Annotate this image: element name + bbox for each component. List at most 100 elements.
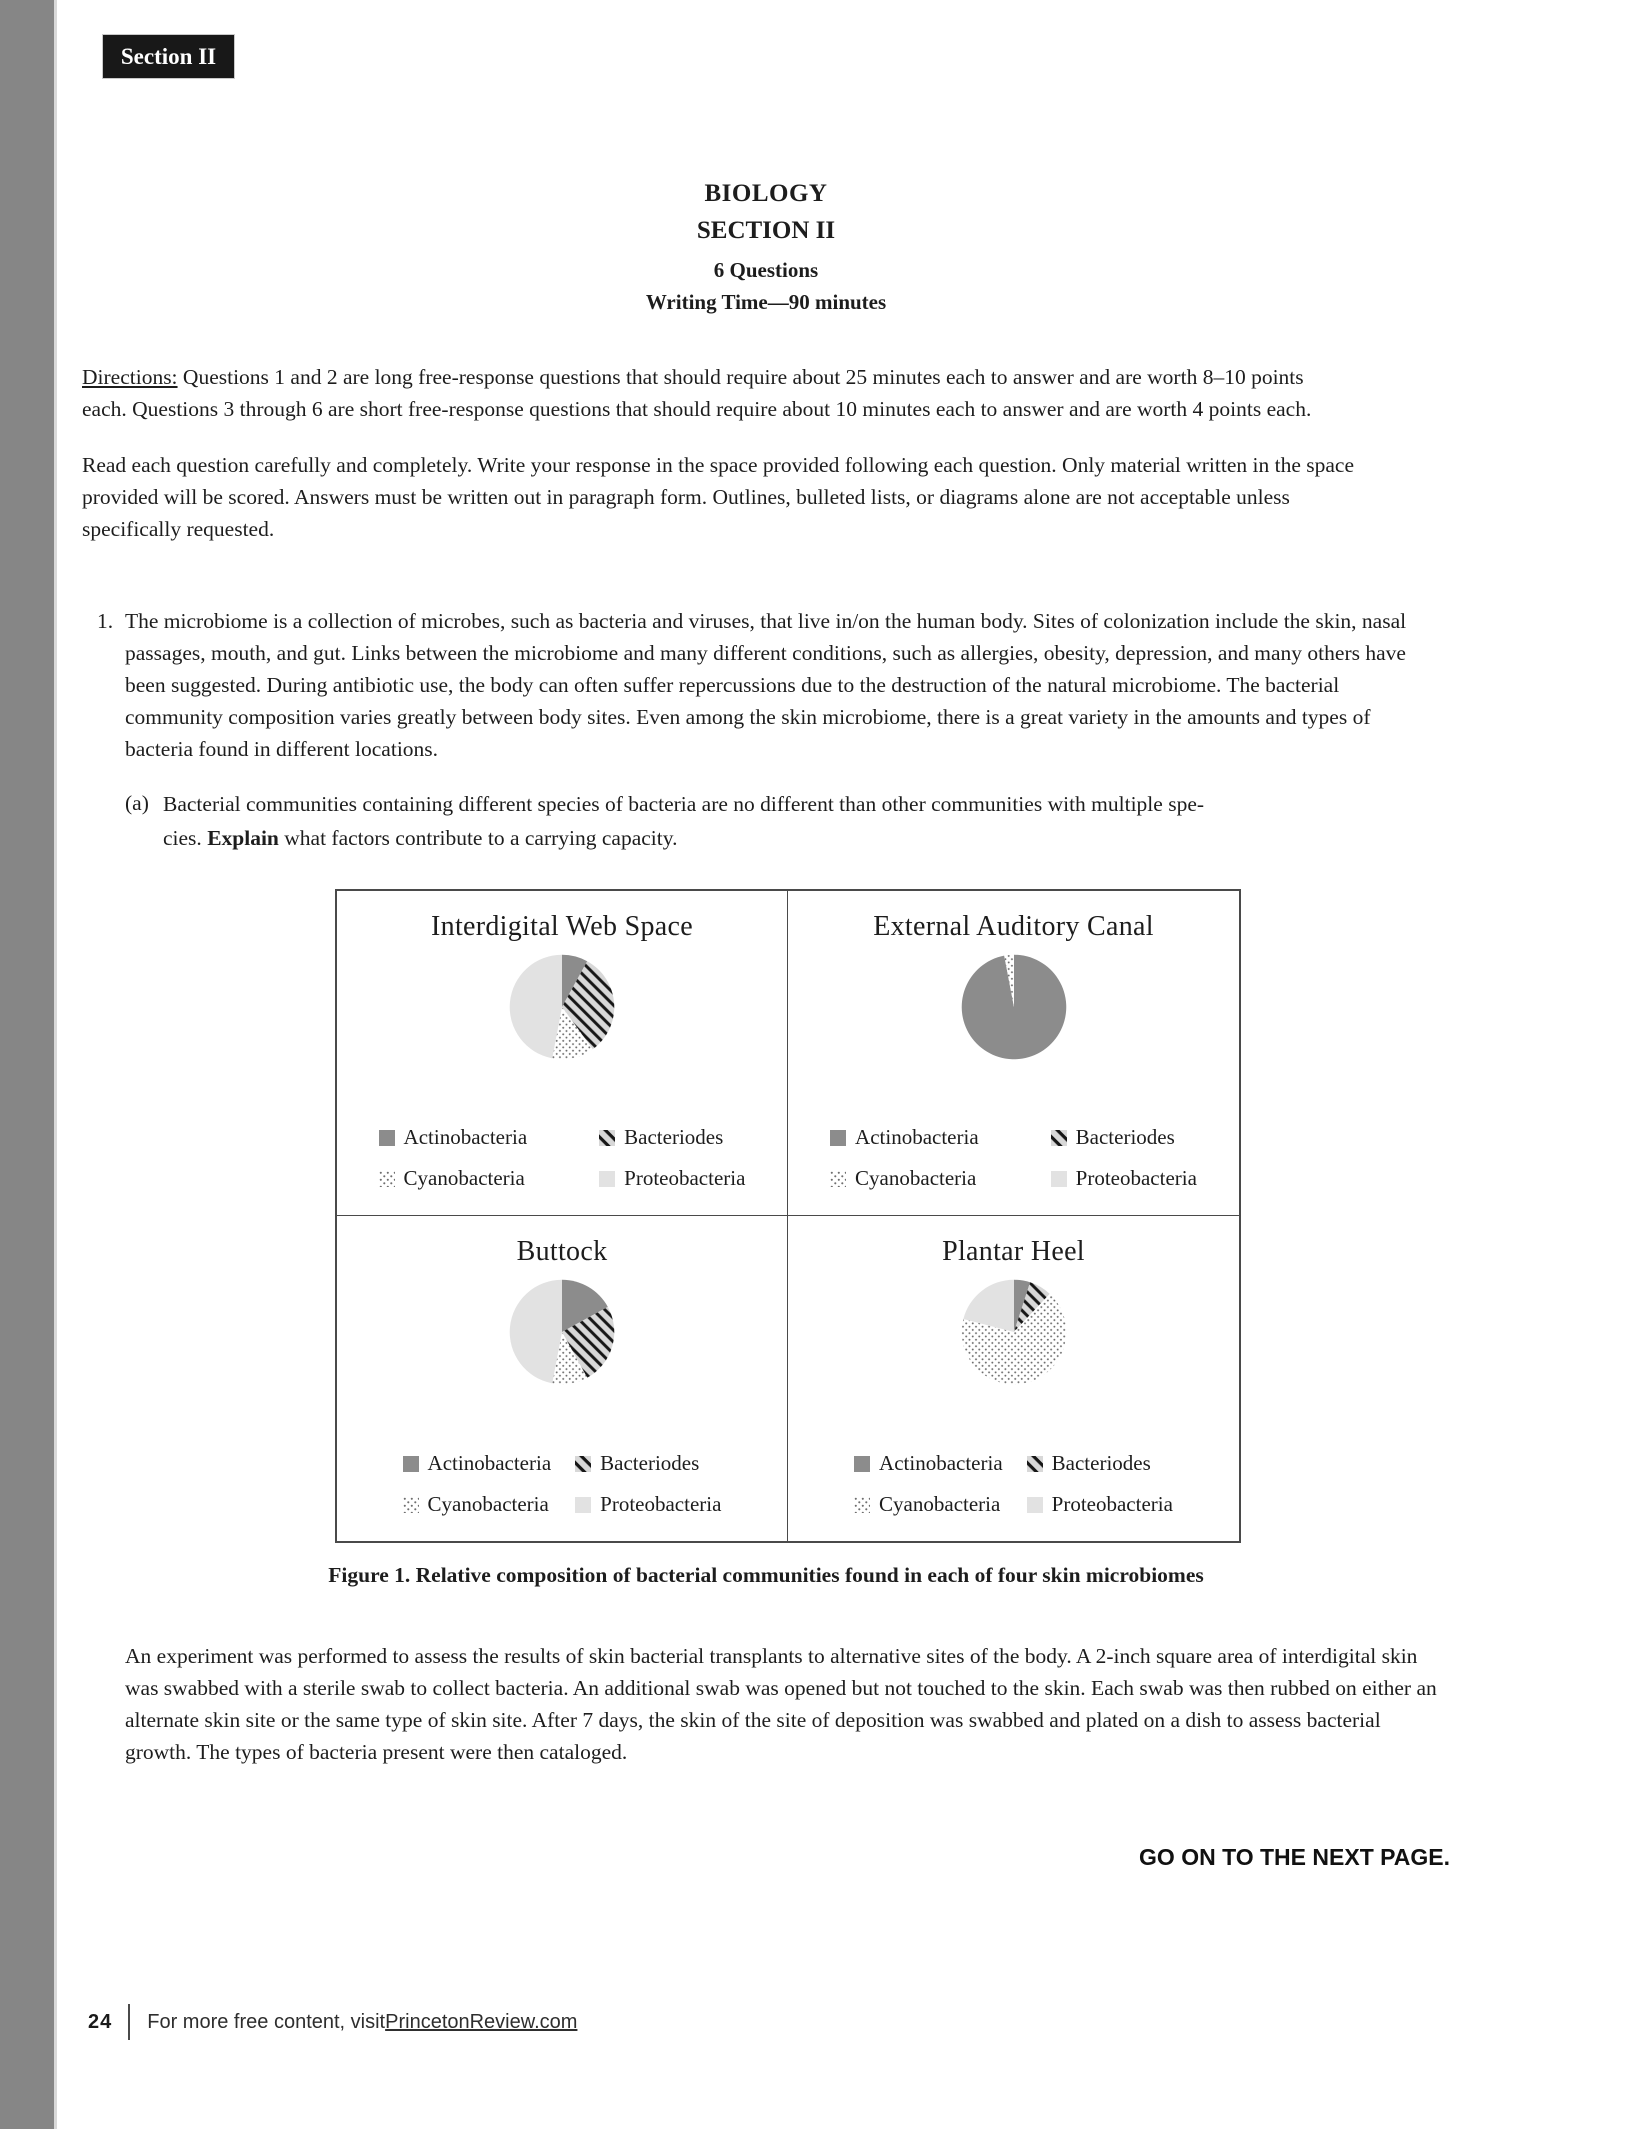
- exam-header: BIOLOGY SECTION II 6 Questions Writing T…: [82, 180, 1450, 315]
- legend-item-cyanobacteria: Cyanobacteria: [378, 1166, 528, 1191]
- legend-item-bacteriodes: Bacteriodes: [575, 1451, 721, 1476]
- go-on-next-page-text: GO ON TO THE NEXT PAGE.: [1139, 1844, 1450, 1870]
- pie-legend: Actinobacteria Bacteriodes Cyanobacteria Pr…: [830, 1125, 1197, 1191]
- figure-1-pie-grid: Interdigital Web Space Actinobacteria Bac…: [335, 889, 1241, 1543]
- pie-legend: Actinobacteria Bacteriodes Cyanobacteria Pr…: [402, 1451, 721, 1517]
- legend-item-proteobacteria: Proteobacteria: [1026, 1492, 1173, 1517]
- part-a-explain-bold: Explain: [207, 826, 279, 850]
- question-number: 1.: [97, 609, 114, 633]
- part-a-text: Bacterial communities containing differe…: [163, 787, 1403, 855]
- legend-item-cyanobacteria: Cyanobacteria: [830, 1166, 979, 1191]
- pie-chart: [961, 954, 1066, 1060]
- legend-item-actinobacteria: Actinobacteria: [402, 1451, 552, 1476]
- legend-label: Actinobacteria: [855, 1125, 979, 1149]
- footer-divider: [128, 2004, 131, 2040]
- legend-label: Cyanobacteria: [427, 1492, 549, 1516]
- pie-slice-cyanobacteria: [552, 1007, 593, 1060]
- pie-slice-actinobacteria: [1013, 1279, 1030, 1332]
- directions-label: Directions:: [82, 365, 178, 389]
- pie-slice-cyanobacteria: [1003, 954, 1014, 1007]
- actinobacteria-swatch-icon: [854, 1455, 871, 1472]
- legend-label: Proteobacteria: [624, 1166, 746, 1190]
- legend-label: Proteobacteria: [1051, 1492, 1173, 1516]
- legend-label: Actinobacteria: [427, 1451, 552, 1475]
- pie-legend: Actinobacteria Bacteriodes Cyanobacteria Pr…: [378, 1125, 745, 1191]
- legend-label: Actinobacteria: [879, 1451, 1003, 1475]
- experiment-paragraph: An experiment was performed to assess th…: [125, 1644, 1437, 1764]
- pie-chart: [509, 1279, 615, 1385]
- legend-item-cyanobacteria: Cyanobacteria: [854, 1492, 1003, 1517]
- directions-paragraph: Directions: Questions 1 and 2 are long f…: [82, 361, 1350, 425]
- pie-slice-proteobacteria: [962, 1279, 1014, 1332]
- pie-slice-actinobacteria: [562, 1279, 608, 1332]
- cyanobacteria-swatch-icon: [830, 1170, 847, 1187]
- part-a-line1: Bacterial communities containing differe…: [163, 792, 1205, 816]
- bacteriodes-swatch-icon: [599, 1129, 616, 1146]
- proteobacteria-swatch-icon: [575, 1496, 592, 1513]
- pie-chart: [961, 1279, 1066, 1385]
- legend-label: Actinobacteria: [403, 1125, 528, 1149]
- pie-slice-bacteriodes: [562, 961, 615, 1050]
- question-text: The microbiome is a collection of microb…: [125, 609, 1407, 761]
- section-tab-label: Section II: [120, 43, 217, 69]
- legend-item-proteobacteria: Proteobacteria: [599, 1166, 745, 1191]
- question-1: 1. The microbiome is a collection of mic…: [82, 605, 1450, 765]
- legend-label: Proteobacteria: [600, 1492, 722, 1516]
- pie-slice-actinobacteria: [961, 954, 1066, 1060]
- actinobacteria-swatch-icon: [830, 1129, 847, 1146]
- legend-label: Bacteriodes: [1051, 1451, 1151, 1475]
- bacteriodes-swatch-icon: [575, 1455, 592, 1472]
- pie-title: Interdigital Web Space: [431, 911, 693, 942]
- pie-slice-cyanobacteria: [961, 1293, 1066, 1385]
- page-footer: 24 For more free content, visit Princeto…: [88, 2004, 577, 2040]
- pie-chart: [509, 954, 615, 1060]
- legend-item-bacteriodes: Bacteriodes: [1050, 1125, 1197, 1150]
- left-gray-margin-bar: [0, 0, 57, 2129]
- cyanobacteria-swatch-icon: [402, 1496, 419, 1513]
- legend-item-actinobacteria: Actinobacteria: [378, 1125, 528, 1150]
- page-content: BIOLOGY SECTION II 6 Questions Writing T…: [82, 180, 1450, 1871]
- legend-item-proteobacteria: Proteobacteria: [1050, 1166, 1197, 1191]
- question-1-part-a: (a) Bacterial communities containing dif…: [82, 787, 1450, 855]
- directions-text: Questions 1 and 2 are long free-response…: [82, 365, 1312, 421]
- legend-item-cyanobacteria: Cyanobacteria: [402, 1492, 552, 1517]
- pie-title: Buttock: [516, 1236, 608, 1267]
- part-a-line2-pre: cies.: [163, 826, 208, 850]
- legend-label: Bacteriodes: [624, 1125, 724, 1149]
- bacteriodes-swatch-icon: [1050, 1129, 1067, 1146]
- legend-label: Bacteriodes: [1075, 1125, 1175, 1149]
- proteobacteria-swatch-icon: [1050, 1170, 1067, 1187]
- bacteriodes-swatch-icon: [1026, 1455, 1043, 1472]
- exam-writing-time: Writing Time—90 minutes: [645, 290, 887, 314]
- actinobacteria-swatch-icon: [402, 1455, 419, 1472]
- pie-title: External Auditory Canal: [873, 911, 1154, 942]
- actinobacteria-swatch-icon: [378, 1129, 395, 1146]
- cyanobacteria-swatch-icon: [378, 1170, 395, 1187]
- pie-slice-bacteriodes: [1013, 1282, 1050, 1332]
- pie-panel-external-auditory-canal: External Auditory Canal Actinobacteria Ba…: [788, 891, 1239, 1216]
- section-tab: Section II: [102, 34, 235, 79]
- legend-label: Bacteriodes: [600, 1451, 700, 1475]
- pie-slice-actinobacteria: [562, 954, 588, 1007]
- pie-legend: Actinobacteria Bacteriodes Cyanobacteria Pr…: [854, 1451, 1173, 1517]
- proteobacteria-swatch-icon: [1026, 1496, 1043, 1513]
- legend-label: Proteobacteria: [1075, 1166, 1197, 1190]
- legend-item-bacteriodes: Bacteriodes: [1026, 1451, 1173, 1476]
- exam-question-count: 6 Questions: [713, 258, 819, 282]
- pie-panel-interdigital-web-space: Interdigital Web Space Actinobacteria Bac…: [337, 891, 788, 1216]
- legend-item-proteobacteria: Proteobacteria: [575, 1492, 721, 1517]
- legend-item-bacteriodes: Bacteriodes: [599, 1125, 745, 1150]
- princeton-review-link[interactable]: PrincetonReview.com: [385, 2010, 578, 2033]
- pie-title: Plantar Heel: [942, 1236, 1085, 1267]
- part-a-label: (a): [125, 791, 149, 815]
- exam-section: SECTION II: [696, 217, 836, 244]
- pie-slice-bacteriodes: [562, 1306, 615, 1378]
- legend-label: Cyanobacteria: [403, 1166, 525, 1190]
- pie-panel-buttock: Buttock Actinobacteria Bacteriodes Cyanoba…: [337, 1216, 788, 1541]
- legend-item-actinobacteria: Actinobacteria: [830, 1125, 979, 1150]
- pie-slice-proteobacteria: [509, 1279, 562, 1384]
- page-number: 24: [88, 2010, 113, 2033]
- legend-item-actinobacteria: Actinobacteria: [854, 1451, 1003, 1476]
- pie-slice-proteobacteria: [509, 954, 562, 1059]
- proteobacteria-swatch-icon: [599, 1170, 616, 1187]
